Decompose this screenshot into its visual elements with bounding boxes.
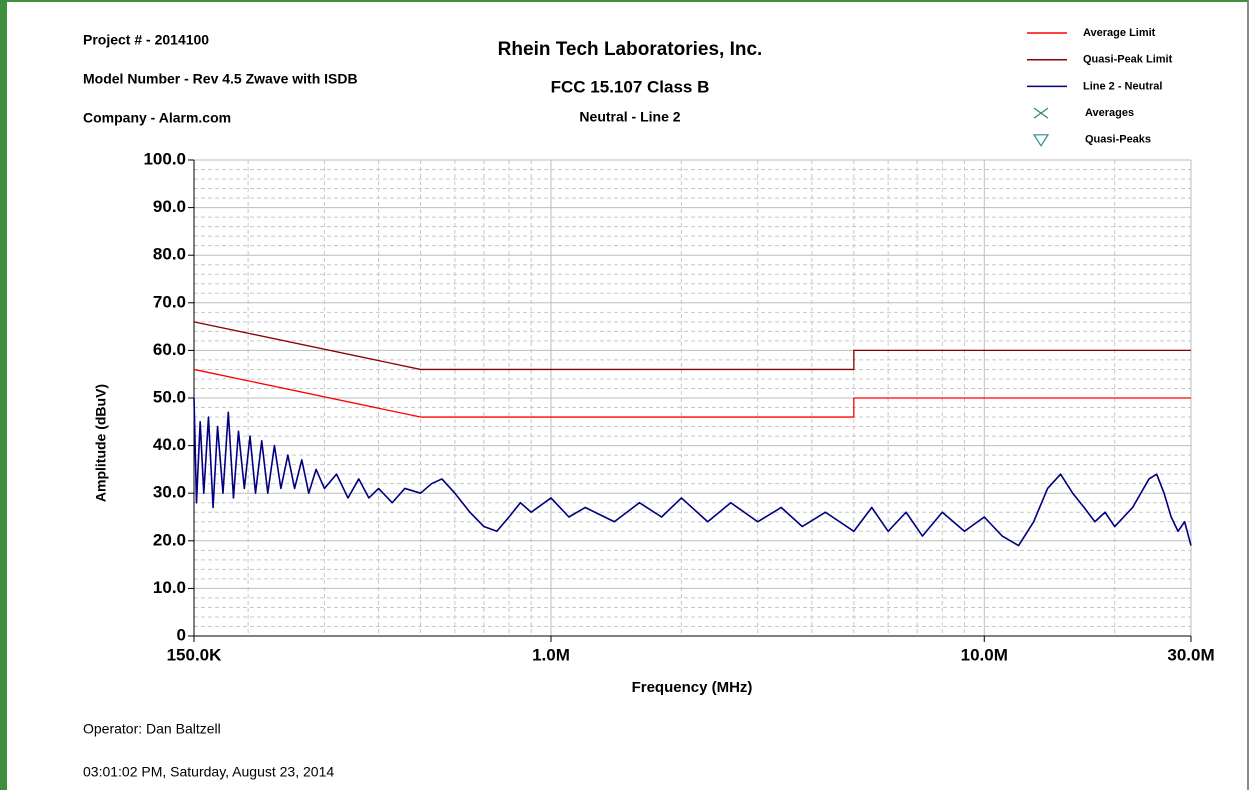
chart-subtitle: FCC 15.107 Class B <box>551 77 710 96</box>
header-line: Project # - 2014100 <box>83 32 209 48</box>
series-line <box>193 368 1191 418</box>
y-tick-label: 50.0 <box>153 387 186 406</box>
legend-marker <box>1033 107 1049 119</box>
chart-title: Rhein Tech Laboratories, Inc. <box>498 39 763 60</box>
legend-label: Averages <box>1085 107 1134 119</box>
footer-line: 03:01:02 PM, Saturday, August 23, 2014 <box>83 764 334 780</box>
y-tick-label: 90.0 <box>153 197 186 216</box>
series-line <box>193 321 1191 371</box>
y-tick-label: 0 <box>177 625 186 644</box>
x-tick-label: 30.0M <box>1167 645 1214 664</box>
legend-label: Average Limit <box>1083 27 1156 39</box>
y-tick-label: 70.0 <box>153 292 186 311</box>
y-tick-label: 10.0 <box>153 578 186 597</box>
footer-line: Operator: Dan Baltzell <box>83 721 221 737</box>
y-tick-label: 60.0 <box>153 340 186 359</box>
legend-label: Quasi-Peak Limit <box>1083 54 1173 66</box>
legend-label: Line 2 - Neutral <box>1083 80 1162 92</box>
chart-subtitle: Neutral - Line 2 <box>579 109 680 125</box>
x-tick-label: 10.0M <box>961 645 1008 664</box>
legend-marker <box>1032 134 1050 147</box>
header-line: Company - Alarm.com <box>83 110 231 126</box>
header-line: Model Number - Rev 4.5 Zwave with ISDB <box>83 71 358 87</box>
y-tick-label: 40.0 <box>153 435 186 454</box>
y-tick-label: 20.0 <box>153 530 186 549</box>
x-tick-label: 150.0K <box>167 645 223 664</box>
y-tick-label: 30.0 <box>153 483 186 502</box>
legend-label: Quasi-Peaks <box>1085 134 1151 146</box>
y-tick-label: 100.0 <box>143 149 186 168</box>
y-tick-label: 80.0 <box>153 245 186 264</box>
y-axis-label: Amplitude (dBuV) <box>93 384 109 502</box>
x-tick-label: 1.0M <box>532 645 570 664</box>
x-axis-label: Frequency (MHz) <box>632 679 753 696</box>
series-line <box>193 397 1192 547</box>
